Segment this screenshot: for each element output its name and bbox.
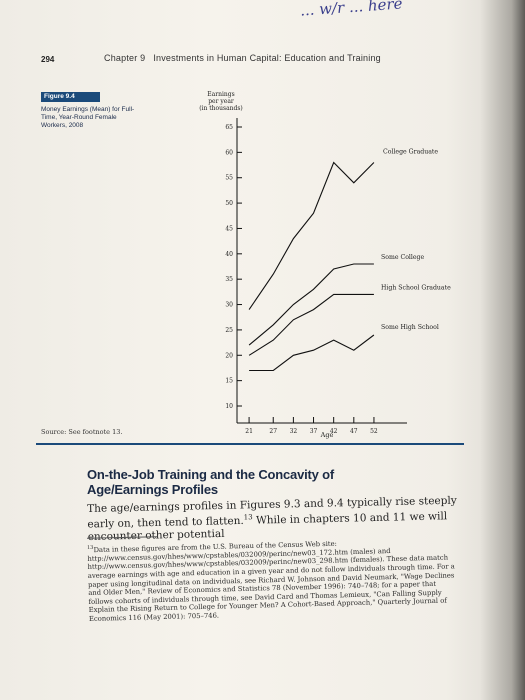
y-axis-title-line-2: per year [208, 98, 234, 105]
y-tick-label: 50 [225, 200, 233, 207]
x-tick-label: 47 [350, 428, 358, 435]
series-line-high-school-graduate [248, 293, 374, 356]
y-tick-label: 10 [225, 403, 233, 410]
series-line-some-high-school [249, 334, 375, 372]
y-tick-label: 55 [225, 175, 233, 182]
y-tick-label: 30 [225, 302, 233, 309]
x-tick-label: 37 [310, 428, 318, 435]
y-tick-label: 25 [225, 327, 233, 334]
y-tick-label: 15 [225, 378, 233, 385]
y-axis-title-line-3: (in thousands) [199, 105, 243, 112]
earnings-chart: Earnings per year (in thousands) 65 60 55 5… [199, 91, 451, 439]
section-divider [36, 443, 464, 445]
x-tick-label: 21 [245, 428, 253, 435]
y-axis-title: Earnings per year (in thousands) [199, 91, 243, 112]
x-tick-label: 52 [370, 428, 378, 435]
series-label: Some High School [381, 324, 439, 331]
series-label: High School Graduate [381, 284, 451, 291]
figure-source-text: Source: See footnote 13. [41, 428, 123, 436]
y-tick-label: 20 [225, 352, 233, 359]
section-heading: On-the-Job Training and the Concavity of… [87, 467, 334, 497]
x-tick-label: 27 [269, 428, 277, 435]
x-tick-label: 42 [330, 428, 338, 435]
figure-caption: Money Earnings (Mean) for Full-Time, Yea… [41, 106, 135, 129]
y-tick-label: 45 [225, 225, 233, 232]
series-line-some-college [248, 263, 374, 346]
y-tick-label: 65 [225, 124, 233, 131]
footnote-text: Data in these figures are from the U.S. … [87, 539, 455, 623]
chapter-title: Investments in Human Capital: Education … [153, 53, 381, 63]
footnote: 13Data in these figures are from the U.S… [87, 534, 461, 623]
y-tick-label: 35 [225, 276, 233, 283]
x-axis-title: Age [320, 431, 334, 439]
series-line-college-graduate [248, 161, 375, 310]
y-tick-label: 60 [225, 149, 233, 156]
series-label: Some College [381, 254, 424, 261]
page-number: 294 [41, 55, 55, 64]
x-tick-label: 32 [290, 428, 298, 435]
running-header: Chapter 9 Investments in Human Capital: E… [104, 53, 381, 63]
y-tick-label: 40 [225, 251, 233, 258]
series-label: College Graduate [383, 149, 438, 156]
figure-label: Figure 9.4 [41, 92, 100, 102]
y-axis-title-line-1: Earnings [207, 91, 234, 98]
figure-source: Source: See footnote 13. [41, 428, 122, 436]
chapter-label: Chapter 9 [104, 53, 146, 63]
